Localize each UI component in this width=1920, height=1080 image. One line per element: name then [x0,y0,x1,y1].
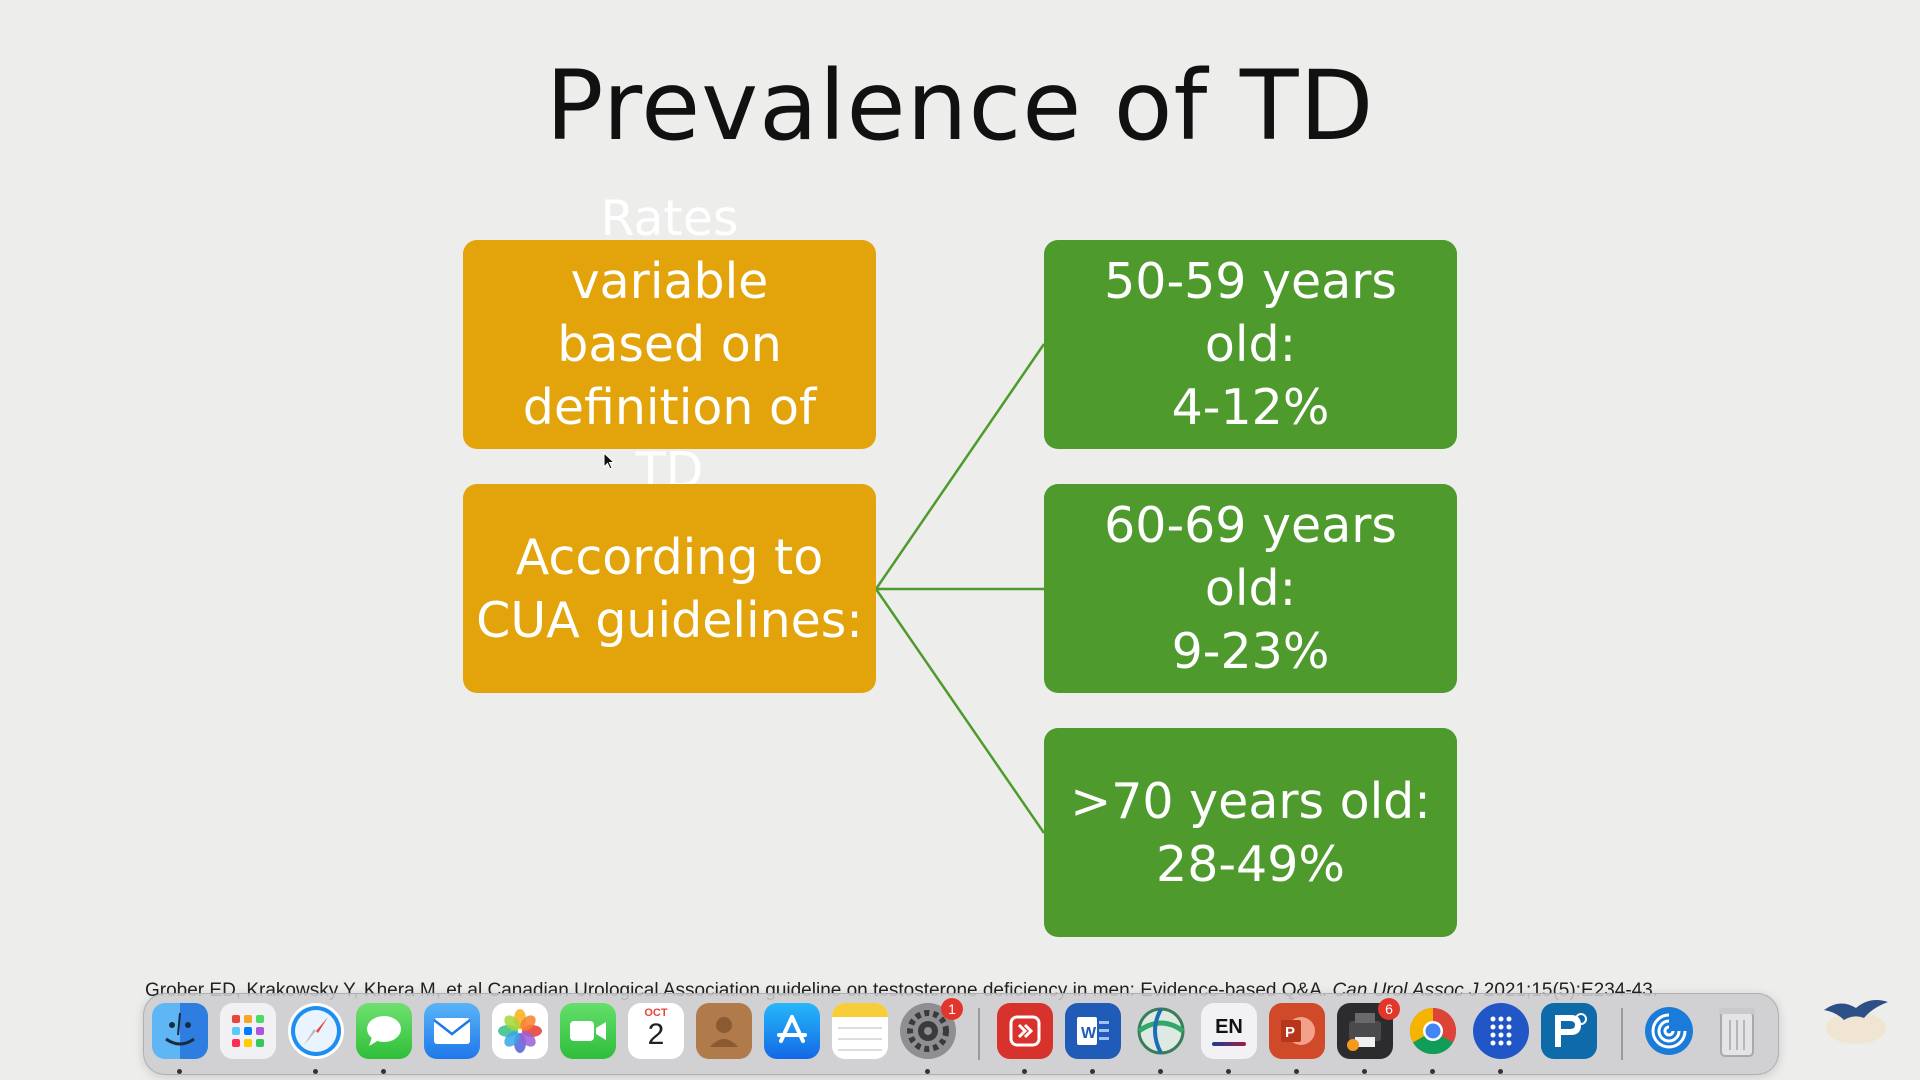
safari-icon[interactable] [288,1003,344,1059]
system-settings-badge: 1 [941,998,963,1020]
keyboard-language-icon[interactable]: EN [1201,1003,1257,1059]
dots-app-running-dot [1498,1069,1503,1074]
globe-app-icon[interactable] [1133,1003,1189,1059]
globe-app-running-dot [1158,1069,1163,1074]
connector-line-bottom [874,588,1046,834]
svg-text:P: P [1285,1024,1295,1041]
notes-icon[interactable] [832,1003,888,1059]
launchpad-icon[interactable] [220,1003,276,1059]
cua-guidelines-box: According to CUA guidelines: [463,484,876,693]
mouse-pointer-icon [603,452,616,470]
dock-separator-2 [1621,1008,1623,1060]
app-store-icon[interactable] [764,1003,820,1059]
cua-guidelines-text: According to CUA guidelines: [476,528,863,649]
remote-desktop-icon[interactable] [997,1003,1053,1059]
printer-app-icon[interactable] [1337,1003,1393,1059]
definition-box-text: Rates variable based on definition of TD [522,190,817,499]
powerpoint-running-dot [1294,1069,1299,1074]
dots-app-icon[interactable] [1473,1003,1529,1059]
age-50-59-label: 50-59 years old: [1104,253,1397,373]
age-70-plus-value: 28-49% [1156,835,1345,893]
slide-title: Prevalence of TD [545,50,1375,162]
svg-text:W: W [1081,1025,1097,1042]
chrome-icon[interactable] [1405,1003,1461,1059]
printer-app-running-dot [1362,1069,1367,1074]
photos-icon[interactable] [492,1003,548,1059]
definition-box: Rates variable based on definition of TD [463,190,876,499]
keyboard-language-running-dot [1226,1069,1231,1074]
age-50-59-value: 4-12% [1171,379,1330,436]
mail-icon[interactable] [424,1003,480,1059]
swirl-app-icon[interactable] [1641,1003,1697,1059]
p-app-icon[interactable] [1541,1003,1597,1059]
system-settings-running-dot [925,1069,930,1074]
word-running-dot [1090,1069,1095,1074]
trash-icon[interactable] [1709,1003,1765,1059]
messages-running-dot [381,1069,386,1074]
connector-line-top [874,343,1046,590]
age-60-69-value: 9-23% [1171,623,1330,680]
chrome-running-dot [1430,1069,1435,1074]
powerpoint-icon[interactable]: P [1269,1003,1325,1059]
finder-running-dot [177,1069,182,1074]
keyboard-language-label: EN [1215,1016,1243,1038]
calendar-month: OCT [644,1007,668,1019]
calendar-icon[interactable]: OCT 2 [628,1003,684,1059]
contacts-icon[interactable] [696,1003,752,1059]
remote-desktop-running-dot [1022,1069,1027,1074]
word-icon[interactable]: W [1065,1003,1121,1059]
calendar-day: 2 [647,1018,665,1051]
age-60-69-label: 60-69 years old: [1104,497,1397,617]
bird-logo-icon [1824,1000,1888,1044]
age-50-59-box: 50-59 years old: 4-12% [1044,240,1457,449]
safari-running-dot [313,1069,318,1074]
age-70-plus-label: >70 years old: [1070,772,1431,830]
age-60-69-box: 60-69 years old: 9-23% [1044,484,1457,693]
age-70-plus-box: >70 years old: 28-49% [1044,728,1457,937]
finder-icon[interactable] [152,1003,208,1059]
dock-separator [978,1008,980,1060]
dock: OCT 2 1 W EN P [143,993,1779,1075]
printer-app-badge: 6 [1378,998,1400,1020]
facetime-icon[interactable] [560,1003,616,1059]
messages-icon[interactable] [356,1003,412,1059]
